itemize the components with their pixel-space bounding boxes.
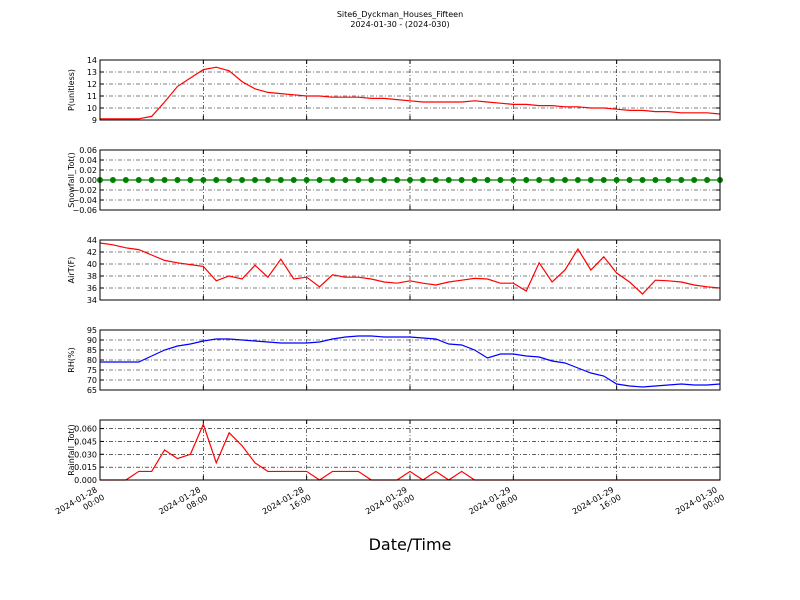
data-marker bbox=[148, 177, 155, 183]
axes-frame bbox=[99, 329, 721, 391]
data-marker bbox=[213, 177, 220, 183]
data-marker bbox=[355, 177, 362, 183]
y-tick-label: −0.06 bbox=[72, 206, 97, 215]
data-marker bbox=[536, 177, 543, 183]
data-marker bbox=[497, 177, 504, 183]
data-marker bbox=[174, 177, 181, 183]
y-tick-label: 10 bbox=[87, 104, 97, 113]
x-axis-label: Date/Time bbox=[369, 535, 452, 554]
data-marker bbox=[200, 177, 207, 183]
data-marker bbox=[562, 177, 568, 183]
axes-frame bbox=[99, 239, 721, 301]
y-tick-label: 0.030 bbox=[74, 450, 97, 459]
data-marker bbox=[523, 177, 530, 183]
y-tick-label: 75 bbox=[87, 366, 97, 375]
data-marker bbox=[122, 177, 129, 183]
y-axis-label: P(unitless) bbox=[67, 69, 76, 111]
y-tick-label: 12 bbox=[87, 80, 97, 89]
data-marker bbox=[419, 177, 426, 183]
y-tick-label: 65 bbox=[87, 386, 97, 395]
data-line bbox=[100, 335, 721, 388]
data-marker bbox=[381, 177, 388, 183]
data-line bbox=[99, 242, 721, 295]
y-tick-label: 9 bbox=[92, 116, 97, 125]
subtitle: 2024-01-30 - (2024-030) bbox=[350, 20, 449, 29]
y-tick-label: 0.060 bbox=[74, 425, 97, 434]
y-tick-label: 36 bbox=[87, 284, 97, 293]
y-tick-label: 40 bbox=[87, 260, 97, 269]
axes-frame bbox=[99, 419, 721, 481]
data-marker bbox=[303, 177, 310, 183]
data-marker bbox=[277, 177, 284, 183]
data-marker bbox=[639, 177, 646, 183]
y-tick-label: 95 bbox=[87, 326, 97, 335]
data-marker bbox=[226, 177, 233, 183]
title: Site6_Dyckman_Houses_Fifteen bbox=[337, 10, 463, 19]
y-tick-label: 38 bbox=[87, 272, 97, 281]
y-tick-label: 0.00 bbox=[79, 176, 97, 185]
data-marker bbox=[458, 177, 465, 183]
y-tick-label: 13 bbox=[87, 68, 97, 77]
data-marker bbox=[135, 177, 142, 183]
axes-frame bbox=[99, 149, 721, 211]
y-axis-label: RH(%) bbox=[67, 347, 76, 372]
data-marker bbox=[445, 177, 452, 183]
y-tick-label: −0.04 bbox=[72, 196, 97, 205]
data-marker bbox=[549, 177, 556, 183]
data-marker bbox=[574, 177, 581, 183]
axes-frame bbox=[99, 59, 721, 121]
y-axis-label: AirT(F) bbox=[67, 257, 76, 284]
y-axis-label: Rainfall_Tot() bbox=[67, 424, 76, 476]
y-tick-label: 14 bbox=[87, 56, 97, 65]
data-marker bbox=[407, 177, 413, 183]
y-tick-label: −0.02 bbox=[72, 186, 97, 195]
y-tick-label: 70 bbox=[87, 376, 97, 385]
data-marker bbox=[678, 177, 685, 183]
data-marker bbox=[342, 177, 349, 183]
y-axis-label: Snowfall_Tot() bbox=[67, 152, 76, 208]
data-marker bbox=[587, 177, 594, 183]
y-tick-label: 42 bbox=[87, 248, 97, 257]
data-marker bbox=[432, 177, 439, 183]
y-tick-label: 44 bbox=[87, 236, 97, 245]
data-marker bbox=[290, 177, 297, 183]
data-marker bbox=[316, 177, 323, 183]
data-marker bbox=[510, 177, 517, 183]
data-marker bbox=[109, 177, 116, 183]
data-marker bbox=[600, 177, 607, 183]
y-tick-label: 0.04 bbox=[79, 156, 97, 165]
data-marker bbox=[652, 177, 659, 183]
y-tick-label: 85 bbox=[87, 346, 97, 355]
y-tick-label: 0.02 bbox=[79, 166, 97, 175]
data-marker bbox=[471, 177, 478, 183]
y-tick-label: 11 bbox=[87, 92, 97, 101]
data-marker bbox=[626, 177, 633, 183]
data-marker bbox=[264, 177, 271, 183]
y-tick-label: 80 bbox=[87, 356, 97, 365]
y-tick-label: 0.015 bbox=[74, 463, 97, 472]
y-tick-label: 0.000 bbox=[74, 476, 97, 485]
data-marker bbox=[161, 177, 168, 183]
data-marker bbox=[329, 177, 336, 183]
data-marker bbox=[613, 177, 620, 183]
data-line bbox=[100, 66, 721, 120]
data-marker bbox=[252, 177, 258, 183]
y-tick-label: 90 bbox=[87, 336, 97, 345]
data-marker bbox=[665, 177, 672, 183]
data-marker bbox=[704, 177, 711, 183]
data-marker bbox=[484, 177, 491, 183]
y-tick-label: 0.045 bbox=[74, 437, 97, 446]
data-marker bbox=[394, 177, 401, 183]
data-marker bbox=[239, 177, 246, 183]
data-marker bbox=[368, 177, 375, 183]
y-tick-label: 34 bbox=[87, 296, 97, 305]
data-marker bbox=[187, 177, 194, 183]
y-tick-label: 0.06 bbox=[79, 146, 97, 155]
data-marker bbox=[691, 177, 698, 183]
